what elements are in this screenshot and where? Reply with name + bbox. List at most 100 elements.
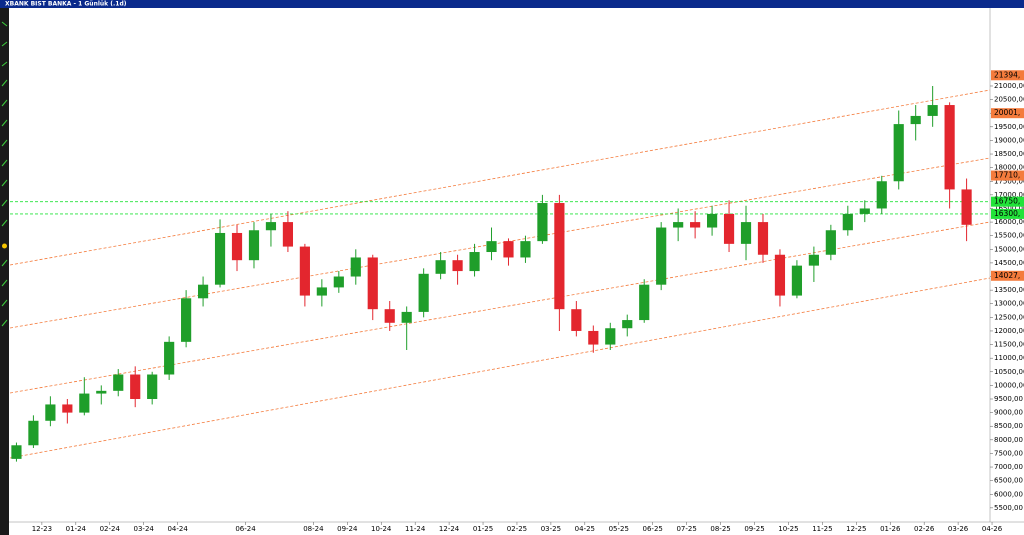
x-tick-label: 12-25 — [846, 525, 866, 533]
price-marker-box — [991, 208, 1024, 219]
candle-body — [554, 203, 565, 310]
candle-body — [96, 390, 107, 394]
x-tick-label: 01-24 — [66, 525, 87, 533]
candle-body — [757, 222, 769, 255]
candle-body — [435, 260, 446, 274]
x-tick-label: 01-26 — [880, 525, 901, 533]
candle-body — [842, 213, 853, 231]
candle-body — [605, 328, 616, 345]
candle-body — [486, 241, 497, 253]
title-bar — [0, 0, 1024, 8]
price-marker-box — [991, 170, 1024, 181]
candle-body — [622, 320, 633, 329]
price-marker-label: 16750, — [994, 197, 1020, 206]
price-marker-label: 21394, — [994, 70, 1020, 79]
y-tick-label: 13000,00 — [994, 300, 1024, 308]
candle-body — [45, 404, 56, 421]
candle-body — [927, 105, 938, 116]
candle-body — [299, 246, 310, 296]
candle-body — [418, 273, 429, 312]
x-tick-label: 11-24 — [405, 525, 426, 533]
y-tick-label: 18000,00 — [994, 164, 1024, 172]
candle-body — [231, 232, 243, 261]
y-tick-label: 8500,00 — [994, 422, 1023, 430]
x-tick-label: 09-25 — [744, 525, 764, 533]
y-tick-label: 13500,00 — [994, 286, 1024, 294]
candle-body — [774, 254, 786, 296]
x-tick-label: 02-25 — [507, 525, 527, 533]
y-tick-label: 19500,00 — [994, 123, 1024, 131]
x-tick-label: 12-24 — [439, 525, 460, 533]
toolbar — [0, 8, 9, 535]
y-tick-label: 5500,00 — [994, 504, 1023, 512]
candle-body — [130, 374, 141, 400]
y-tick-label: 15000,00 — [994, 245, 1024, 253]
candle-body — [876, 181, 887, 209]
y-tick-label: 17500,00 — [994, 177, 1024, 185]
candle-body — [350, 257, 361, 277]
x-tick-label: 02-24 — [100, 525, 121, 533]
candle-body — [79, 393, 90, 413]
y-tick-label: 16000,00 — [994, 218, 1024, 226]
y-tick-label: 9000,00 — [994, 409, 1023, 417]
y-tick-label: 12500,00 — [994, 313, 1024, 321]
candle-body — [740, 222, 752, 244]
x-tick-label: 03-25 — [541, 525, 561, 533]
trendline — [9, 89, 991, 266]
candle-body — [265, 222, 277, 231]
y-tick-label: 10500,00 — [994, 368, 1024, 376]
candle-body — [791, 265, 803, 296]
price-marker-box — [991, 196, 1024, 207]
candle-body — [113, 374, 124, 391]
x-tick-label: 04-26 — [982, 525, 1003, 533]
candle-body — [181, 298, 192, 342]
x-tick-label: 06-24 — [235, 525, 256, 533]
y-tick-label: 8000,00 — [994, 436, 1023, 444]
price-marker-label: 14027, — [994, 271, 1020, 280]
candle-body — [910, 115, 921, 125]
price-marker-label: 20001, — [994, 108, 1020, 117]
candle-body — [452, 260, 463, 272]
price-marker-box — [991, 270, 1024, 281]
candle-body — [282, 222, 294, 247]
trendline — [9, 157, 991, 329]
candle-body — [944, 105, 955, 190]
candle-body — [11, 445, 22, 459]
y-tick-label: 9500,00 — [994, 395, 1023, 403]
price-marker-label: 17710, — [994, 171, 1020, 180]
candle-body — [62, 404, 73, 413]
x-tick-label: 12-23 — [32, 525, 52, 533]
candle-body — [656, 227, 667, 285]
candle-body — [248, 230, 260, 261]
x-tick-label: 01-25 — [473, 525, 493, 533]
price-marker-box — [991, 70, 1024, 81]
y-tick-label: 20500,00 — [994, 96, 1024, 104]
candle-body — [537, 203, 548, 242]
toolbar-icon — [2, 243, 7, 249]
x-tick-label: 10-24 — [371, 525, 392, 533]
candle-body — [28, 420, 39, 446]
y-tick-label: 18500,00 — [994, 150, 1024, 158]
y-tick-label: 11500,00 — [994, 341, 1024, 349]
candle-body — [367, 257, 378, 310]
candle-body — [723, 213, 735, 244]
candle-body — [808, 254, 819, 266]
y-tick-label: 15500,00 — [994, 232, 1024, 240]
x-tick-label: 03-26 — [948, 525, 969, 533]
candle-body — [961, 189, 972, 225]
x-tick-label: 09-24 — [337, 525, 358, 533]
y-tick-label: 7000,00 — [994, 463, 1023, 471]
candle-body — [690, 222, 701, 228]
x-tick-label: 07-25 — [676, 525, 696, 533]
candle-body — [673, 222, 684, 228]
candle-body — [469, 252, 480, 272]
candle-body — [197, 284, 209, 299]
y-tick-label: 7500,00 — [994, 449, 1023, 457]
candle-body — [588, 330, 599, 345]
x-tick-label: 04-25 — [575, 525, 595, 533]
x-tick-label: 10-25 — [778, 525, 798, 533]
candle-body — [520, 241, 531, 258]
candle-body — [639, 284, 650, 321]
